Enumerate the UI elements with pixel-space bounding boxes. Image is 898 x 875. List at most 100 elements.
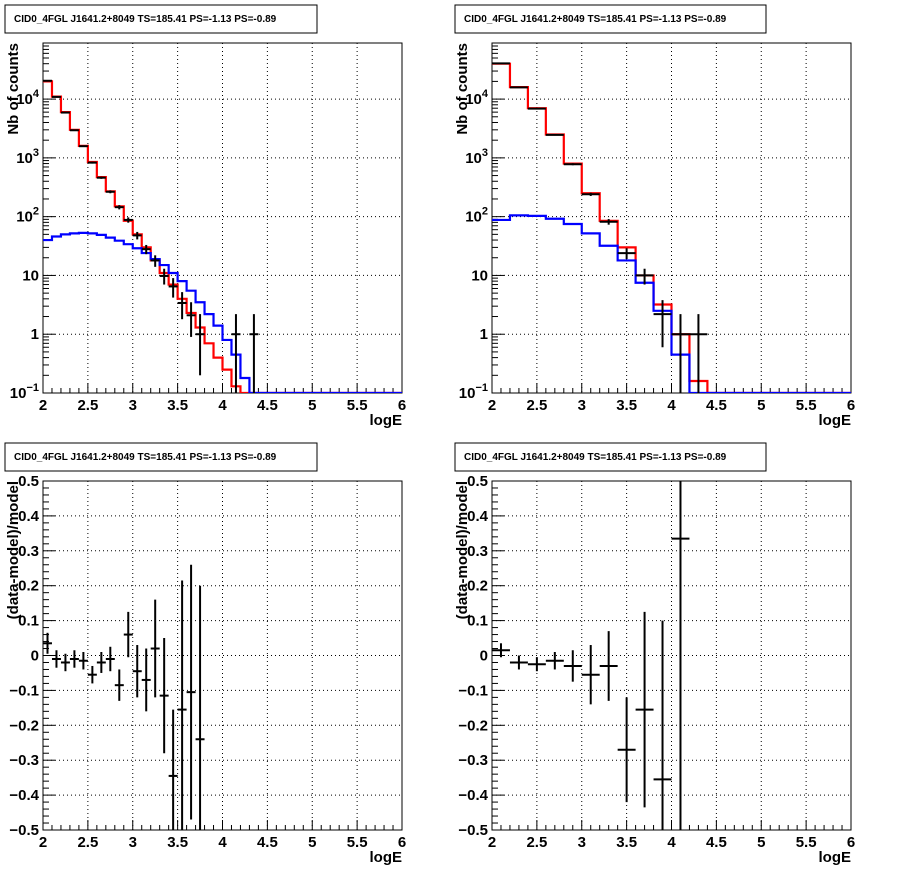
x-tick-label: 4 [218,397,227,414]
x-tick-label: 5 [308,834,316,851]
y-tick-exponent: 3 [482,147,488,159]
x-tick-label: 5 [757,834,765,851]
x-axis-title: logE [819,849,852,866]
x-tick-label: 3.5 [616,834,637,851]
y-tick-label: −0.4 [9,787,39,804]
y-tick-exponent: 3 [33,147,39,159]
y-tick-label: 102 [465,206,488,226]
panel-top-left-counts: CID0_4FGL J1641.2+8049 TS=185.41 PS=-1.1… [4,4,406,429]
y-tick-base: 10 [465,150,482,167]
y-tick-label: −0.3 [458,752,488,769]
y-axis-title: (data-model)/model [454,481,471,619]
y-tick-label: 10 [22,267,39,284]
y-tick-label: −0.5 [9,822,39,839]
x-tick-label: 3.5 [167,834,188,851]
y-tick-base: 10 [465,91,482,108]
y-tick-label: 104 [16,88,40,108]
y-tick-exponent: −1 [26,382,39,394]
x-tick-label: 3 [578,397,586,414]
title-box [454,442,767,472]
x-tick-label: 5 [757,397,765,414]
x-tick-label: 3.5 [616,397,637,414]
x-tick-label: 3 [578,834,586,851]
x-tick-label: 2 [39,834,47,851]
y-tick-label: −0.1 [458,682,488,699]
x-tick-label: 2 [488,397,496,414]
y-tick-label: −0.2 [458,717,488,734]
x-tick-label: 4 [667,397,676,414]
y-tick-label: 0.2 [467,578,488,595]
x-tick-label: 3 [129,397,137,414]
panel-bottom-right-residuals: CID0_4FGL J1641.2+8049 TS=185.41 PS=-1.1… [454,442,855,866]
y-tick-exponent: 4 [33,88,40,100]
panel-bottom-left-residuals: CID0_4FGL J1641.2+8049 TS=185.41 PS=-1.1… [4,442,406,866]
y-tick-label: 0.5 [467,473,488,490]
x-tick-label: 2.5 [526,834,547,851]
x-tick-label: 5.5 [347,397,368,414]
y-tick-label: 0.1 [18,613,39,630]
panel-title: CID0_4FGL J1641.2+8049 TS=185.41 PS=-1.1… [464,452,727,463]
title-box [454,4,767,34]
model-source-histogram [43,231,402,393]
y-tick-exponent: 2 [482,206,488,218]
title-box [4,4,318,34]
panel-title: CID0_4FGL J1641.2+8049 TS=185.41 PS=-1.1… [14,14,277,25]
x-tick-label: 3 [129,834,137,851]
plot-area [43,564,205,830]
panel-title: CID0_4FGL J1641.2+8049 TS=185.41 PS=-1.1… [464,14,727,25]
plot-area [492,481,690,830]
x-tick-label: 6 [847,834,855,851]
y-tick-label: 1 [31,326,39,343]
x-tick-label: 2 [39,397,47,414]
panel-title: CID0_4FGL J1641.2+8049 TS=185.41 PS=-1.1… [14,452,277,463]
y-tick-label: 0.2 [18,578,39,595]
panel-top-right-counts: CID0_4FGL J1641.2+8049 TS=185.41 PS=-1.1… [454,4,855,429]
y-axis-title: Nb of counts [454,43,471,135]
y-axis-title: Nb of counts [5,43,22,135]
y-tick-base: 10 [10,385,27,402]
x-tick-label: 4.5 [257,397,278,414]
x-tick-label: 2 [488,834,496,851]
y-tick-label: 103 [16,147,39,167]
y-tick-label: 0.3 [467,543,488,560]
title-box [4,442,318,472]
y-tick-base: 10 [16,209,33,226]
y-tick-label: 103 [465,147,488,167]
x-tick-label: 6 [847,397,855,414]
x-tick-label: 4.5 [257,834,278,851]
x-axis-title: logE [370,412,403,429]
x-tick-label: 6 [398,834,406,851]
plot-area [43,79,402,393]
y-tick-label: −0.1 [9,682,39,699]
y-tick-label: 0.4 [18,508,40,525]
x-tick-label: 2.5 [526,397,547,414]
x-tick-label: 2.5 [77,397,98,414]
y-tick-label: 0.1 [467,613,488,630]
plot-area [492,62,851,393]
y-tick-exponent: −1 [475,382,488,394]
x-tick-label: 5.5 [796,397,817,414]
y-tick-label: 0.5 [18,473,39,490]
x-tick-label: 4 [218,834,227,851]
y-tick-label: −0.2 [9,717,39,734]
y-tick-label: 10 [471,267,488,284]
x-tick-label: 4.5 [706,397,727,414]
x-tick-label: 5 [308,397,316,414]
y-tick-base: 10 [16,150,33,167]
x-tick-label: 4 [667,834,676,851]
y-tick-label: 0 [31,648,39,665]
y-tick-label: 0.4 [467,508,489,525]
y-axis-title: (data-model)/model [5,481,22,619]
y-tick-exponent: 4 [482,88,489,100]
x-tick-label: 5.5 [796,834,817,851]
x-axis-title: logE [819,412,852,429]
x-tick-label: 2.5 [77,834,98,851]
y-tick-label: 10−1 [10,382,39,402]
y-tick-label: −0.5 [458,822,488,839]
y-tick-label: 0.3 [18,543,39,560]
model-total-histogram [43,80,402,393]
y-tick-label: 102 [16,206,39,226]
y-tick-label: 1 [480,326,488,343]
y-tick-exponent: 2 [33,206,39,218]
